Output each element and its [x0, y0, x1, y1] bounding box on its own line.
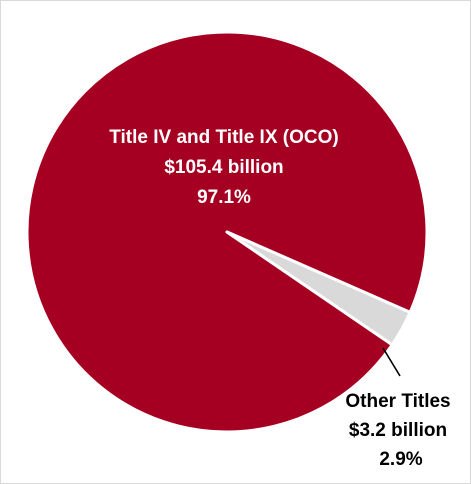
pie-slice-other-titles [225, 230, 412, 347]
slice-value-title-iv-ix: $105.4 billion [164, 157, 283, 178]
pie-slices [25, 30, 429, 434]
slice-label-title-iv-ix: Title IV and Title IX (OCO) [109, 127, 338, 148]
slice-label-other-titles: Other Titles [345, 391, 450, 412]
other-titles-leader-line [382, 347, 401, 377]
slice-value-other-titles: $3.2 billion [349, 420, 447, 441]
slice-percent-title-iv-ix: 97.1% [197, 187, 251, 208]
slice-percent-other-titles: 2.9% [379, 449, 422, 470]
